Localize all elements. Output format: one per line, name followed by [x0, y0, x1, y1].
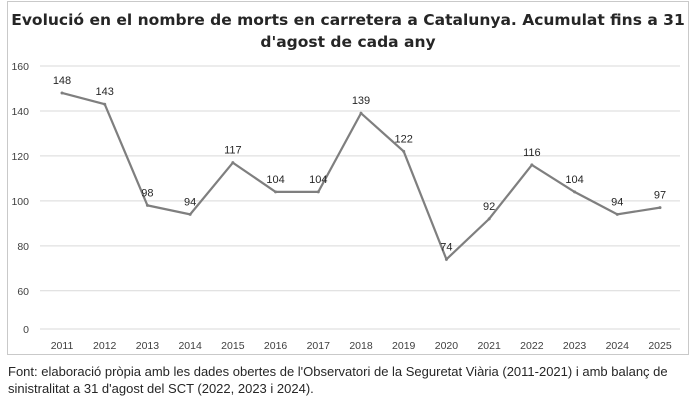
data-label-2012: 143	[96, 86, 114, 98]
y-tick-label-160: 160	[11, 61, 29, 73]
gridlines	[40, 65, 680, 330]
data-point-2020	[444, 257, 448, 261]
x-tick-label-2023: 2023	[563, 340, 587, 352]
data-labels: 148 143 98 94 117 104 104 139 122 74 92 116 104 94 97	[53, 75, 666, 253]
data-point-2013	[145, 203, 149, 207]
x-tick-label-2016: 2016	[264, 340, 288, 352]
x-tick-label-2022: 2022	[520, 340, 544, 352]
x-tick-label-2020: 2020	[435, 340, 459, 352]
data-point-2018	[359, 111, 363, 115]
data-label-2023: 104	[565, 174, 583, 186]
data-point-2011	[60, 91, 64, 95]
x-tick-label-2015: 2015	[221, 340, 245, 352]
data-point-2016	[274, 190, 278, 194]
x-tick-label-2014: 2014	[178, 340, 202, 352]
x-tick-label-2021: 2021	[477, 340, 501, 352]
data-point-2022	[530, 163, 534, 167]
chart-title-line-2: d'agost de cada any	[260, 33, 436, 51]
data-label-2017: 104	[309, 174, 327, 186]
x-tick-label-2011: 2011	[51, 340, 74, 352]
y-tick-label-60: 60	[17, 286, 29, 298]
data-label-2016: 104	[266, 174, 284, 186]
data-point-2015	[231, 161, 235, 165]
x-tick-label-2025: 2025	[648, 340, 672, 352]
chart-title: Evolució en el nombre de morts en carret…	[0, 9, 696, 53]
data-label-2021: 92	[483, 201, 495, 213]
data-point-2021	[487, 217, 491, 221]
chart-title-line-1: Evolució en el nombre de morts en carret…	[11, 11, 685, 29]
data-label-2018: 139	[352, 95, 370, 107]
data-label-2022: 116	[523, 147, 541, 159]
data-point-2019	[402, 149, 406, 153]
data-label-2024: 94	[611, 196, 623, 208]
data-point-2024	[615, 212, 619, 216]
data-label-2020: 74	[440, 241, 452, 253]
data-label-2011: 148	[53, 75, 71, 87]
data-point-2025	[658, 206, 662, 210]
y-axis-ticks: 0 60 80 100 120 140 160	[11, 61, 29, 336]
x-tick-label-2017: 2017	[307, 340, 331, 352]
x-axis-ticks: 2011 2012 2013 2014 2015 2016 2017 2018 2019 2020…	[51, 340, 672, 352]
x-tick-label-2018: 2018	[349, 340, 373, 352]
data-label-2025: 97	[654, 190, 666, 202]
data-point-2012	[103, 102, 107, 106]
y-tick-label-100: 100	[11, 196, 29, 208]
data-label-2013: 98	[141, 187, 153, 199]
data-point-2014	[188, 212, 192, 216]
data-label-2015: 117	[224, 145, 242, 157]
source-note: Font: elaboració pròpia amb les dades ob…	[8, 364, 668, 396]
x-tick-label-2024: 2024	[606, 340, 630, 352]
y-tick-label-80: 80	[17, 241, 29, 253]
y-tick-label-140: 140	[11, 106, 29, 118]
data-label-2014: 94	[184, 196, 196, 208]
data-point-2023	[573, 190, 577, 194]
chart-frame	[7, 1, 689, 355]
x-tick-label-2013: 2013	[136, 340, 160, 352]
y-tick-label-0: 0	[23, 324, 29, 336]
series-line-group	[60, 91, 662, 262]
x-tick-label-2012: 2012	[93, 340, 117, 352]
data-point-2017	[316, 190, 320, 194]
y-tick-label-120: 120	[11, 151, 29, 163]
data-label-2019: 122	[395, 133, 413, 145]
x-tick-label-2019: 2019	[392, 340, 416, 352]
